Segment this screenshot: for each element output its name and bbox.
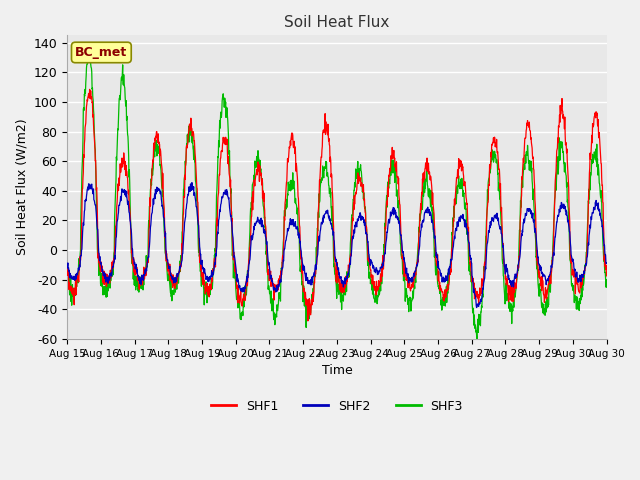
SHF3 [63,286,71,291]
SHF3 [86,51,94,57]
SHF1 [313,251,321,256]
Y-axis label: Soil Heat Flux (W/m2): Soil Heat Flux (W/m2) [15,119,28,255]
SHF1 [603,273,611,279]
Text: BC_met: BC_met [76,46,127,59]
SHF1 [465,225,472,230]
SHF2 [148,212,156,218]
Line: SHF3: SHF3 [67,54,607,339]
SHF3 [603,277,611,283]
SHF2 [313,258,321,264]
Legend: SHF1, SHF2, SHF3: SHF1, SHF2, SHF3 [206,395,468,418]
SHF1 [596,148,604,154]
SHF1 [304,318,312,324]
Line: SHF2: SHF2 [67,182,607,308]
SHF2 [464,237,472,242]
SHF1 [323,130,331,136]
SHF3 [323,173,331,179]
SHF1 [63,264,71,270]
SHF3 [473,336,481,342]
SHF3 [544,300,552,306]
Title: Soil Heat Flux: Soil Heat Flux [284,15,390,30]
SHF2 [188,180,196,185]
SHF3 [464,240,472,246]
SHF3 [313,254,321,260]
Line: SHF1: SHF1 [67,89,607,321]
SHF2 [596,210,604,216]
X-axis label: Time: Time [321,364,352,377]
SHF2 [544,276,552,282]
SHF1 [148,171,156,177]
SHF2 [473,305,481,311]
SHF1 [86,86,93,92]
SHF2 [323,208,331,214]
SHF3 [596,192,604,197]
SHF3 [148,168,156,174]
SHF1 [544,287,552,292]
SHF2 [63,264,71,270]
SHF2 [603,260,611,266]
